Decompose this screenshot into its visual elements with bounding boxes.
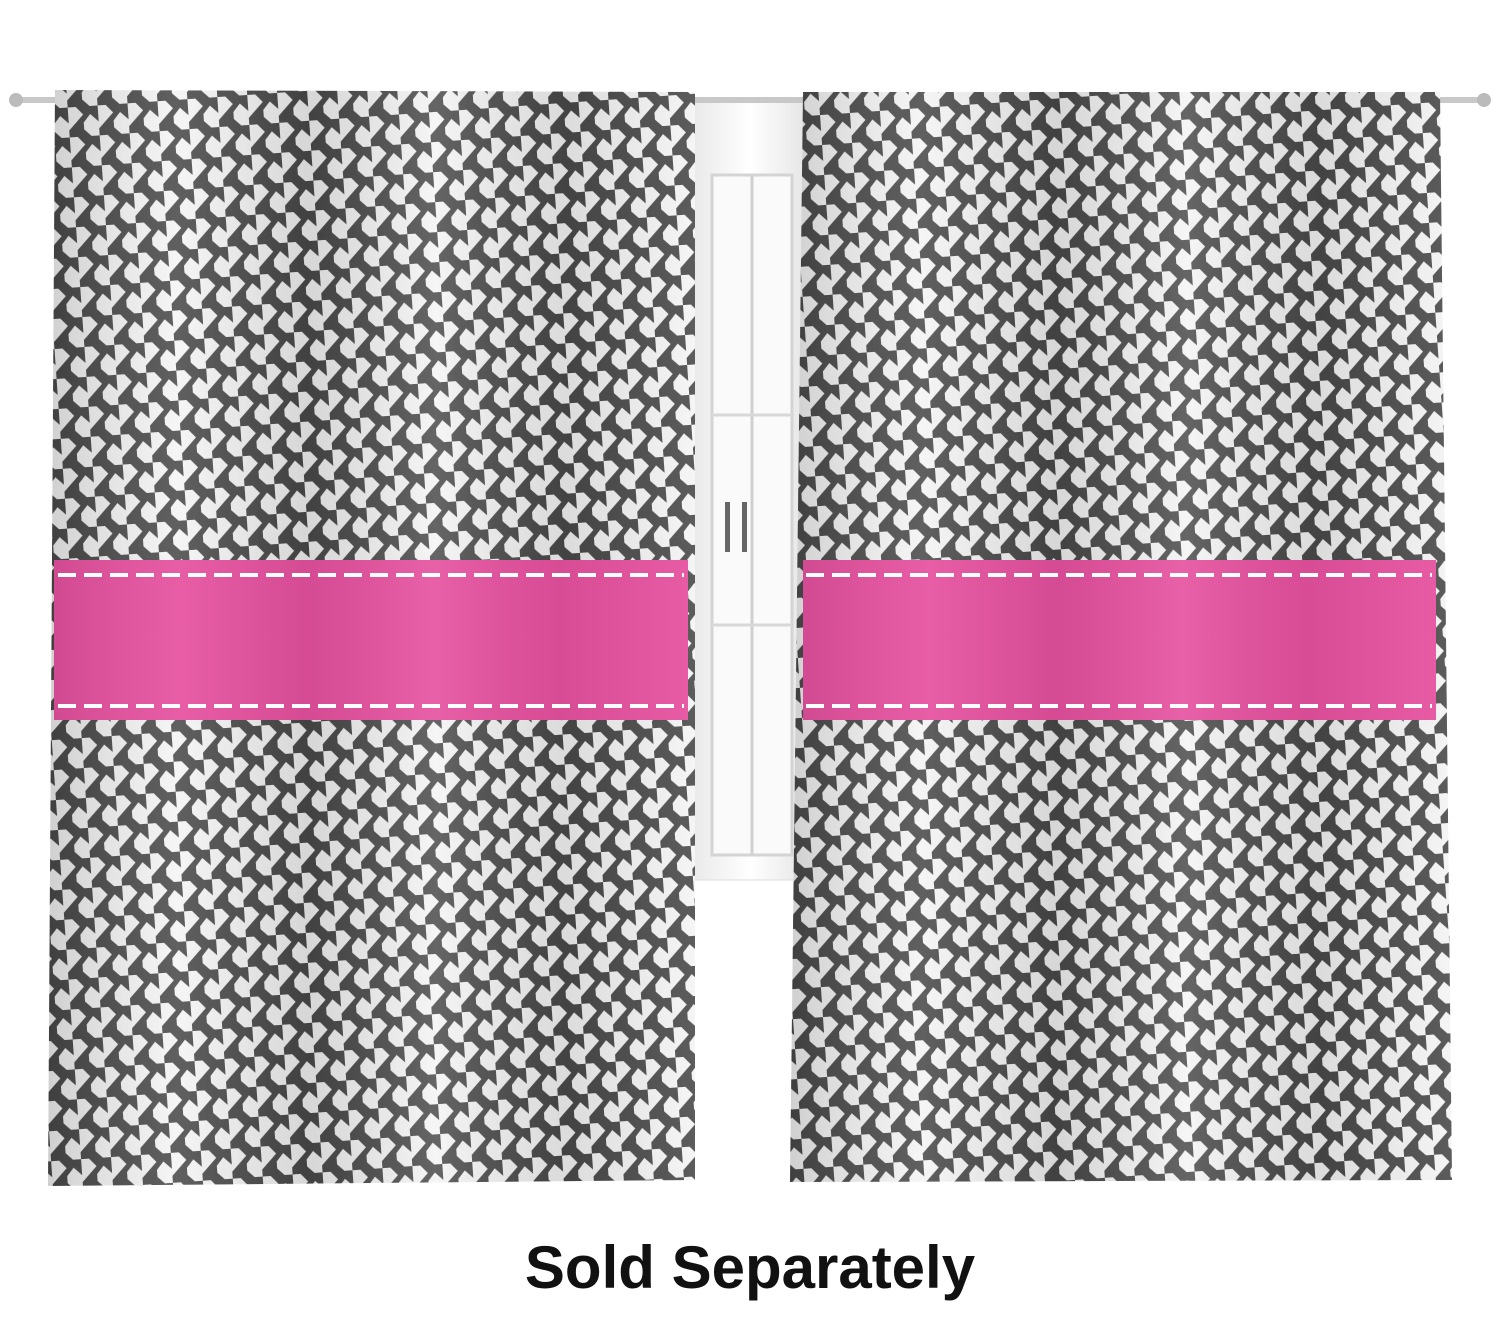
caption: Sold Separately	[524, 1234, 976, 1301]
left-curtain	[48, 90, 695, 1186]
curtain-illustration	[9, 90, 1491, 1186]
window	[689, 99, 811, 881]
right-curtain	[790, 92, 1452, 1182]
